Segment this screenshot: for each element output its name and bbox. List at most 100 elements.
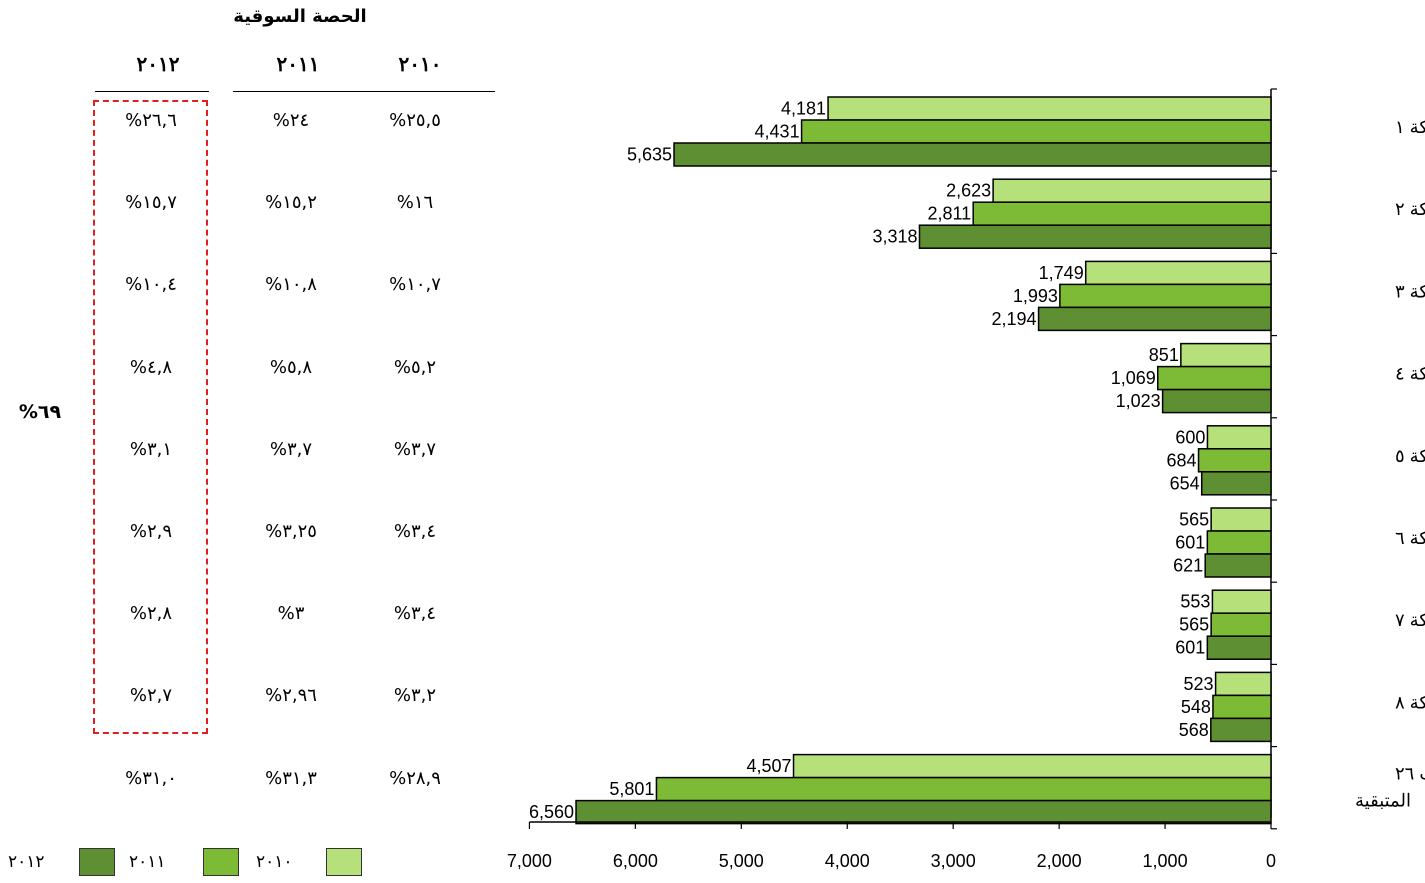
share-cell: %١٠,٧ [389,274,441,296]
x-tick-label: 0 [1266,851,1276,871]
bar-0-8 [792,753,1272,779]
share-cell: %٢٦,٦ [125,110,177,131]
category-label: الشركات ٢٦ [1395,764,1425,785]
bar-1-4 [1197,448,1272,473]
share-cell: %٥,٢ [393,356,437,378]
bar-0-5 [1210,507,1272,532]
share-cell: %٤,٨ [129,356,173,378]
bar-2-8 [575,799,1272,825]
bar-value-label: 565 [1179,615,1209,635]
share-cell: %٣,٤ [393,603,437,625]
x-tick-label: 2,000 [1037,851,1082,871]
bar-1-7 [1212,694,1272,720]
bar-1-5 [1206,530,1272,555]
share-cell: %٣ [277,603,305,625]
share-cell: %٢,٩٦ [265,685,317,707]
bar-value-label: 548 [1181,697,1211,717]
share-cell: %١٥,٧ [125,192,177,214]
bar-1-3 [1157,365,1272,391]
legend-swatch-2010 [326,848,362,876]
category-label: الشركة ١ [1395,117,1425,138]
bar-value-label: 600 [1175,427,1205,447]
share-cell: %١٥,٢ [265,192,317,214]
bar-value-label: 2,811 [927,204,971,224]
x-tick-label: 7,000 [507,851,552,871]
legend-label-2011: ٢٠١١ [129,852,166,872]
bar-0-2 [1084,260,1272,286]
bar-1-0 [800,119,1272,144]
bar-value-label: 1,023 [1116,391,1161,411]
bar-value-label: 621 [1173,556,1203,576]
bar-value-label: 3,318 [872,227,917,247]
bar-0-0 [827,96,1272,121]
share-cell: %٢٤ [272,110,310,131]
bar-value-label: 5,635 [627,145,672,165]
bar-2-4 [1200,471,1272,496]
share-cell: %٣,٧ [393,438,437,460]
bar-2-2 [1037,306,1272,332]
x-tick-label: 6,000 [613,851,658,871]
category-label: الشركة ٧ [1395,610,1425,631]
category-label: الشركة ٤ [1395,364,1425,385]
bar-2-0 [673,142,1272,167]
legend-label-2010: ٢٠١٠ [256,852,293,872]
share-cell: %٢٥,٥ [389,110,441,131]
bar-1-1 [972,201,1272,226]
x-tick-label: 5,000 [719,851,764,871]
bar-1-8 [655,776,1272,802]
bar-value-label: 553 [1180,592,1210,612]
category-label: الشركة ٥ [1395,446,1425,467]
bar-0-6 [1211,589,1272,614]
share-cell: %٣,١ [129,438,173,460]
bar-2-6 [1206,635,1272,660]
share-cell: %٣١,٣ [265,767,317,789]
share-cell: %١٠,٤ [125,274,177,296]
bar-value-label: 4,507 [746,756,791,776]
bar-value-label: 654 [1170,473,1200,493]
legend-swatch-2011 [203,848,239,876]
bar-2-5 [1204,553,1272,578]
bar-value-label: 4,181 [781,99,826,119]
chart-legend: ٢٠١٢ ٢٠١١ ٢٠١٠ [0,848,380,876]
category-label: المتبقية [1355,791,1411,811]
share-cell: %١٦ [396,192,434,214]
bar-0-3 [1180,342,1272,368]
share-cell: %٣١,٠ [125,767,177,789]
share-cell: %٢,٩ [129,521,173,542]
bar-value-label: 1,749 [1039,263,1084,283]
bar-value-label: 601 [1175,533,1205,553]
bar-1-6 [1210,612,1272,637]
legend-label-2012: ٢٠١٢ [8,852,45,872]
bar-2-1 [918,224,1272,249]
x-tick-label: 3,000 [931,851,976,871]
share-cell: %٢,٨ [129,603,173,625]
bar-0-4 [1206,425,1272,450]
bar-value-label: 5,801 [609,779,654,799]
bar-value-label: 1,993 [1013,286,1058,306]
bar-value-label: 565 [1179,510,1209,530]
category-label: الشركة ٦ [1395,528,1425,549]
share-cell: %٥,٨ [269,356,313,378]
bar-value-label: 2,623 [946,181,991,201]
share-cell: %٣,٢٥ [265,521,317,542]
bar-value-label: 6,560 [529,802,574,822]
header-underline-2012 [95,91,209,92]
share-cell: %٣,٢ [393,685,437,707]
bar-0-7 [1214,671,1272,697]
market-share-table: الحصة السوقية ٢٠١٢ ٢٠١١ ٢٠١٠ %٦٩ %٢٦,٦ %٢… [0,0,500,879]
bar-value-label: 1,069 [1111,368,1156,388]
bar-0-1 [992,178,1272,203]
bar-value-label: 601 [1175,638,1205,658]
header-underline-2011-2010 [233,91,495,92]
year-header-2012: ٢٠١٢ [136,52,180,76]
top8-highlight-box [93,100,208,734]
share-cell: %١٠,٨ [265,274,317,296]
category-label: الشركة ٢ [1395,199,1425,220]
share-cell: %٢٨,٩ [389,767,441,789]
x-tick-label: 1,000 [1143,851,1188,871]
category-label: الشركة ٣ [1395,281,1425,302]
bar-2-7 [1210,717,1272,743]
bar-value-label: 851 [1149,345,1179,365]
bar-value-label: 2,194 [992,309,1037,329]
bar-value-label: 4,431 [755,122,800,142]
